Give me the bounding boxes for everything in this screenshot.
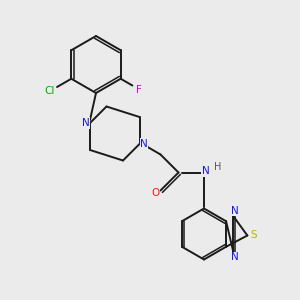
Text: O: O (151, 188, 159, 198)
Text: N: N (231, 252, 239, 262)
Text: N: N (231, 206, 239, 216)
Text: H: H (214, 161, 221, 172)
Text: S: S (250, 230, 257, 241)
Text: Cl: Cl (44, 86, 54, 97)
Text: N: N (82, 118, 89, 128)
Text: F: F (136, 85, 142, 94)
Text: N: N (140, 139, 148, 149)
Text: N: N (202, 166, 209, 176)
